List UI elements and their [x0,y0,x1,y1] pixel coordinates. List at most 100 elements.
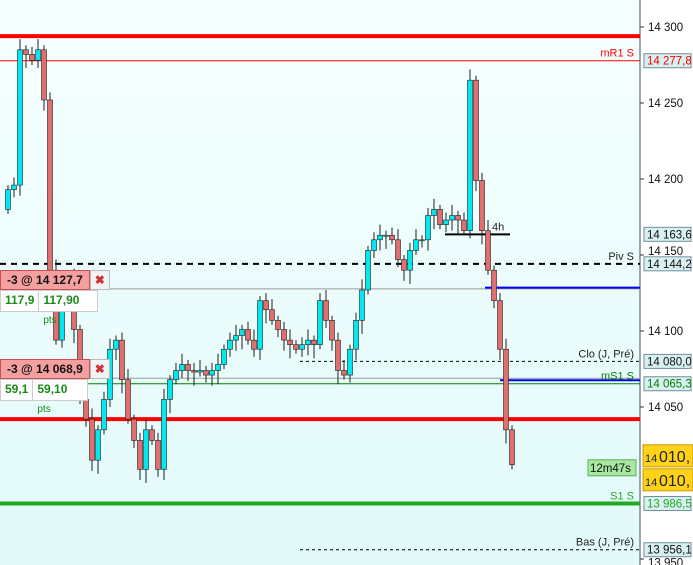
y-tick-label: 13 950 [648,558,683,565]
candle-body [263,300,269,311]
candle-body [89,418,95,461]
candle-body [341,370,347,376]
price-box-value: 14 277,8 [647,56,692,68]
candle-body [329,320,335,341]
candle-body [389,234,395,241]
candle-body [161,399,167,470]
order-unit: pts [43,315,57,326]
candle-body [239,329,245,336]
candle-body [335,339,341,371]
price-box [643,226,692,242]
candle-body [131,418,137,441]
last-price-box [642,444,693,468]
candle-body [479,180,485,231]
order-pts-precise: 117,90 [43,293,80,307]
candle-body [281,329,287,341]
order-label[interactable]: -3 @ 14 068,9 [0,359,90,379]
candle-body [23,49,29,55]
candle-body [233,335,239,341]
candle-body [311,339,317,345]
price-box [643,542,692,558]
candle-body [449,215,455,221]
candle-body [185,364,191,371]
candle-body [191,370,197,373]
candle-body [113,339,119,350]
candle-body [437,209,443,225]
candle-body [155,440,161,470]
candle-body [395,239,401,260]
candle-body [461,219,467,231]
last-price-box [642,468,693,492]
candle-body [431,209,437,216]
candle-body [485,230,491,271]
candle-body [35,49,41,61]
candle-body [143,429,149,470]
candle-body [251,339,257,350]
price-box [643,353,692,369]
level-label: Bas (J, Pré) [576,537,634,549]
candle-body [365,250,371,291]
candle-body [179,364,185,371]
price-box-value: 14 163,6 [647,229,692,241]
price-box-value: 14 065,3 [647,379,692,391]
y-tick-label: 14 050 [648,402,683,414]
y-tick-label: 14 150 [648,246,683,258]
y-tick-label: 14 300 [648,22,683,34]
candle-body [11,184,17,190]
candle-body [41,49,47,101]
candle-body [167,379,173,400]
last-price-small: 14 [645,453,657,465]
price-box-value: 14 080,0 [647,356,692,368]
last-price-big: 010, [659,473,690,490]
order-label[interactable]: -3 @ 14 127,7 [0,270,90,290]
candle-body [47,99,53,271]
candle-body [29,54,35,61]
level-label: mS1 S [601,371,634,383]
candle-body [299,344,305,350]
candle-body [407,250,413,271]
last-price-small: 14 [645,477,657,489]
candle-body [95,429,101,461]
candle-body [473,79,479,181]
candle-body [377,234,383,241]
candle-body [203,370,209,376]
close-icon[interactable]: ✖ [89,359,110,379]
price-box [643,256,692,272]
order-marker[interactable]: -3 @ 14 127,7 ✖ 117,9 117,90 pts [0,270,110,326]
candle-body [173,370,179,380]
candle-body [359,289,365,321]
candle-body [317,300,323,345]
order-pts: 59,1 [1,380,34,400]
price-box-value: 13 986,5 [647,499,692,511]
level-label: 4h [492,221,504,233]
candle-body [275,320,281,330]
price-box-value: 13 956,1 [647,545,692,557]
candle-body [413,239,419,251]
candle-timer: 12m47s [590,463,631,475]
level-label: S1 S [610,491,634,503]
candle-body [119,339,125,380]
candle-body [245,329,251,341]
candle-body [17,49,23,186]
order-unit: pts [37,404,51,415]
candle-body [491,269,497,301]
candle-body [323,300,329,321]
candle-body [149,429,155,441]
candle-body [227,339,233,350]
level-label: mR1 S [600,48,634,60]
candle-body [371,239,377,251]
close-icon[interactable]: ✖ [89,270,110,290]
timer-box [587,459,637,477]
candle-body [509,429,515,466]
level-label: Piv S [608,251,634,263]
candle-body [353,320,359,350]
order-pts-precise: 59,10 [37,382,68,396]
price-box-value: 14 144,2 [647,259,692,271]
candle-body [497,300,503,350]
candle-body [443,219,449,225]
candle-body [257,300,263,350]
candle-body [209,370,215,376]
price-box [643,53,692,69]
order-marker[interactable]: -3 @ 14 068,9 ✖ 59,1 59,10 pts [0,359,110,415]
candle-body [503,348,509,431]
